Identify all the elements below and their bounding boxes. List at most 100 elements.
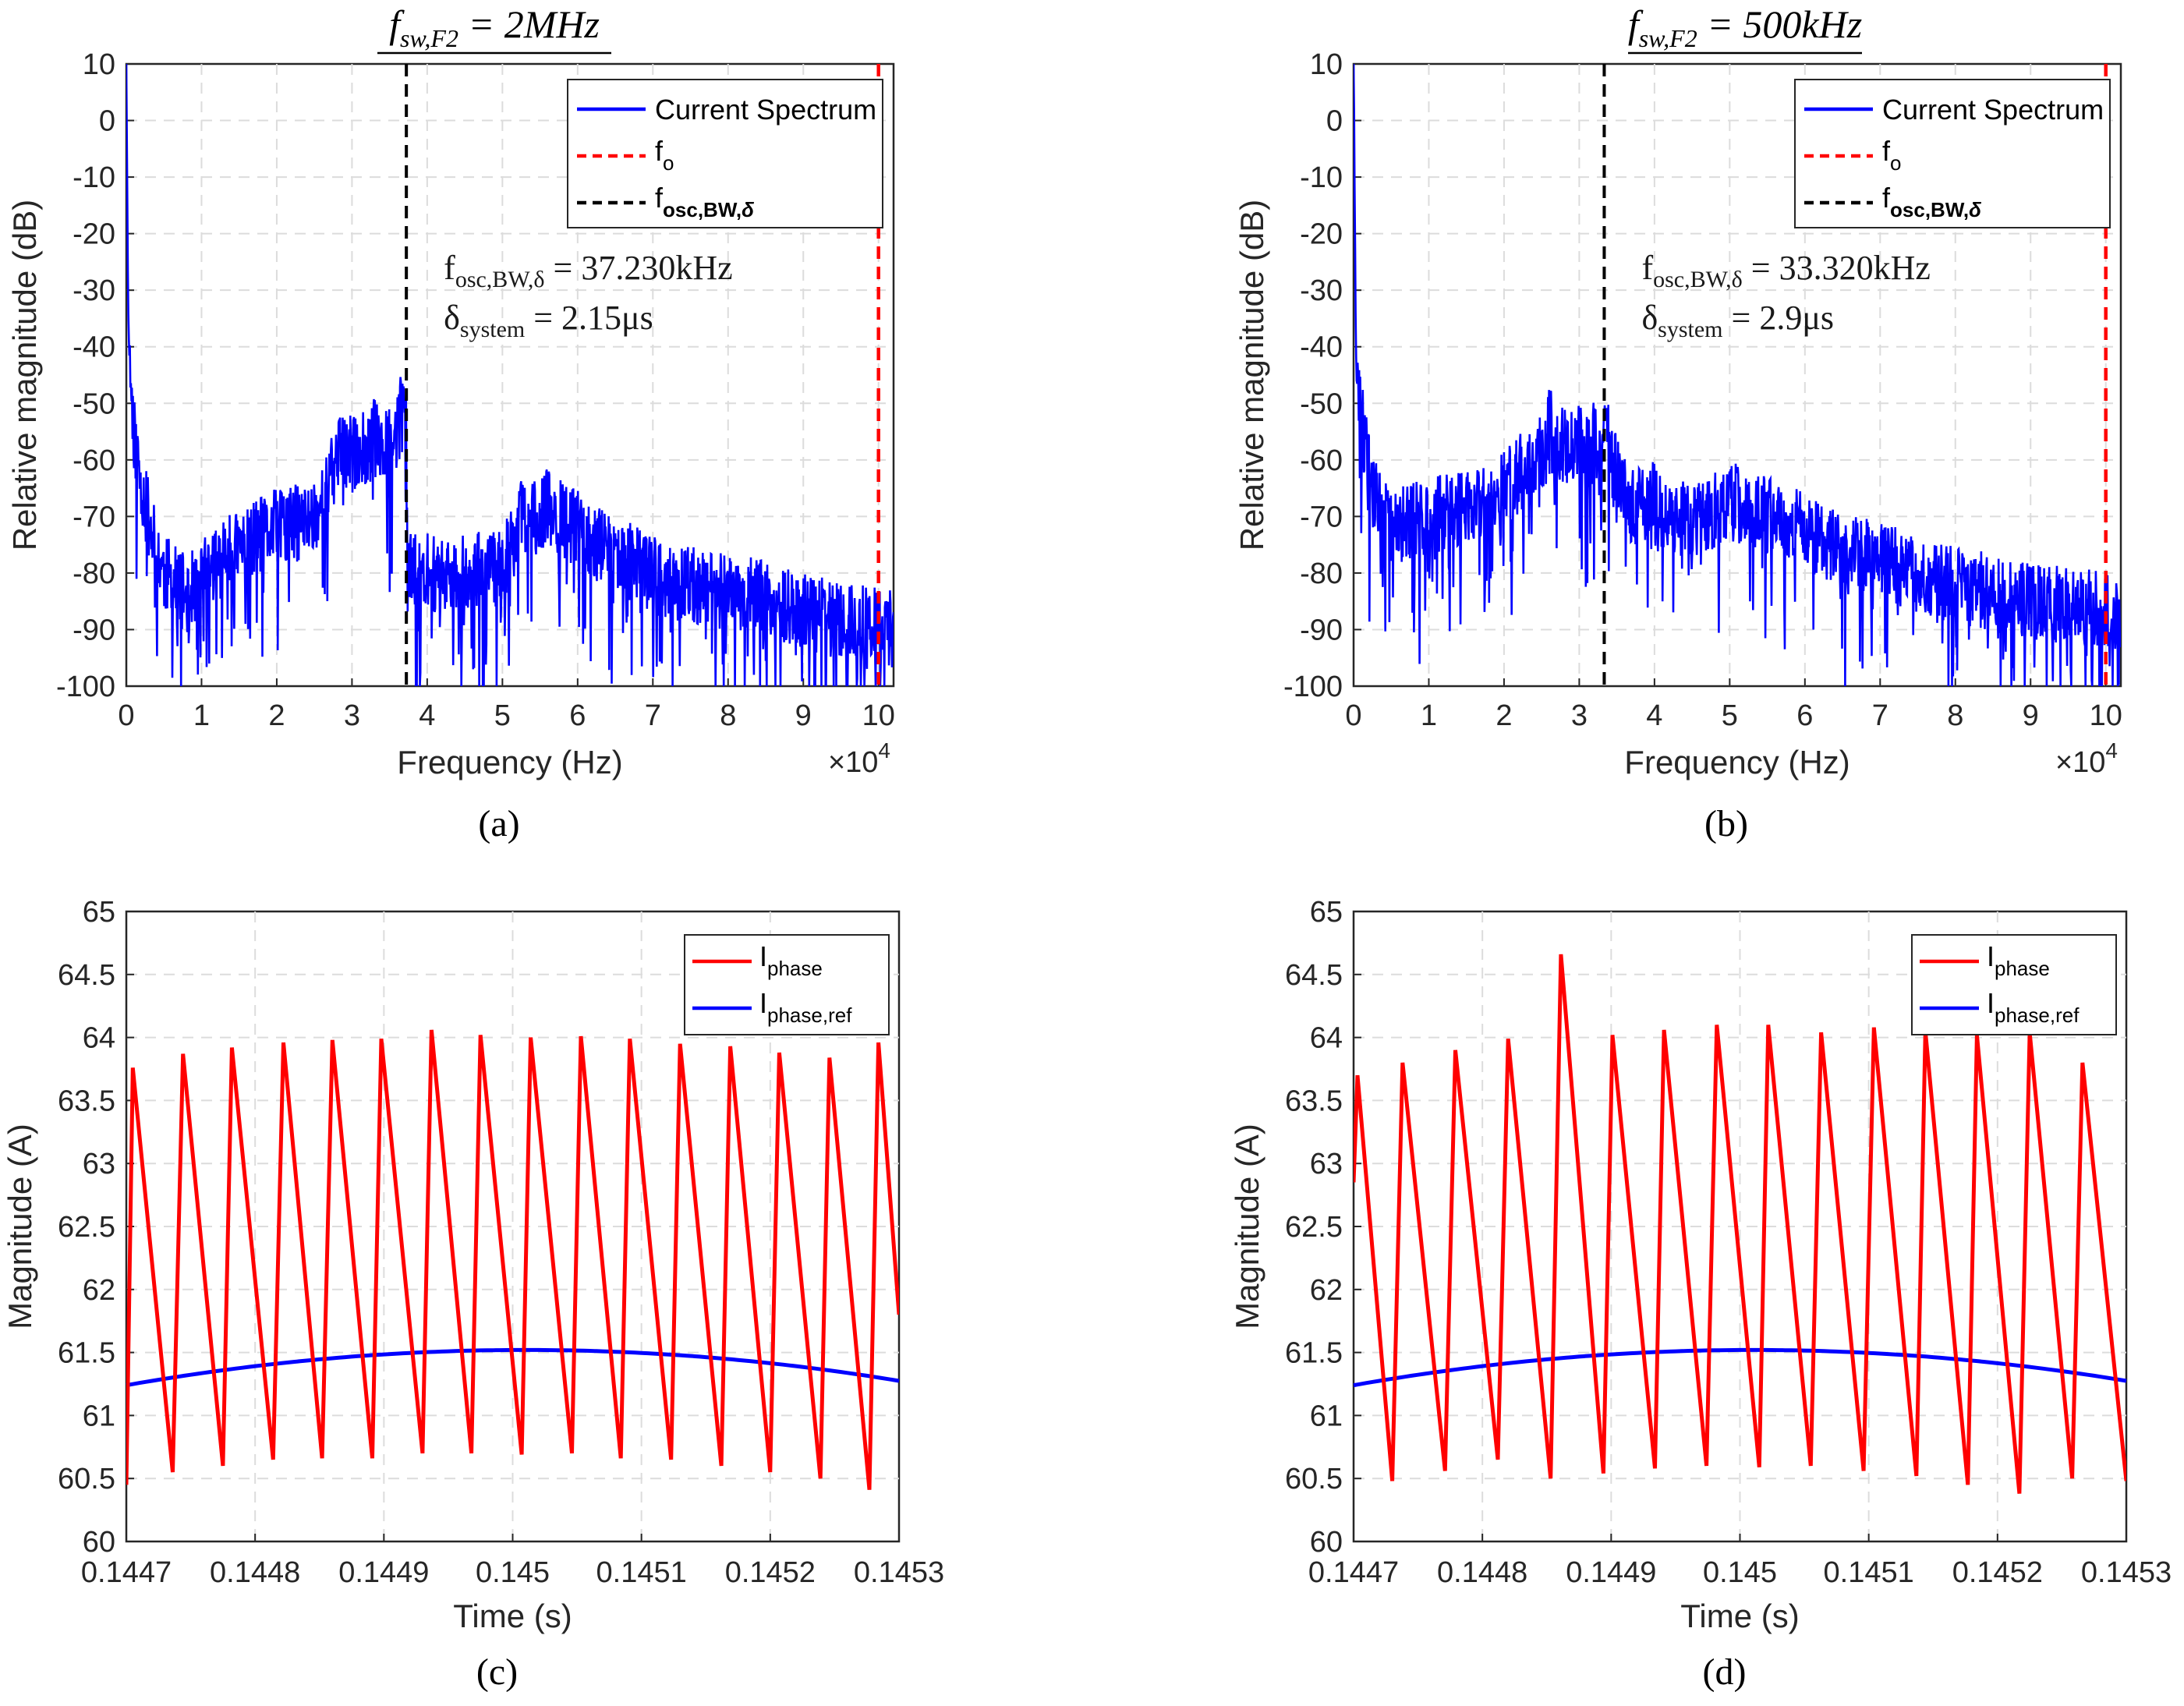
title-value: = 2MHz xyxy=(458,2,600,46)
x-tick-label: 9 xyxy=(795,699,812,732)
x-tick-label: 4 xyxy=(419,699,435,732)
x-tick-label: 0.1447 xyxy=(1308,1556,1399,1589)
chart-c: 0.1447 0.1448 0.1449 0.145 0.1451 0.1452 0.145… xyxy=(2,896,944,1693)
y-tick-label: -10 xyxy=(73,161,115,194)
x-tick-label: 5 xyxy=(494,699,511,732)
y-tick-label: -30 xyxy=(73,274,115,307)
legend-subscript: phase,ref xyxy=(767,1003,852,1027)
y-tick-label: -100 xyxy=(1283,671,1343,703)
legend-text: I xyxy=(759,940,767,972)
annotation-subscript: system xyxy=(1658,317,1722,342)
annotation-subscript: osc,BW,δ xyxy=(455,267,545,292)
annotation-delta: δsystem = 2.15μs xyxy=(444,299,653,342)
y-tick-label: -60 xyxy=(73,444,115,477)
spectrum-series-line xyxy=(1354,64,2121,686)
title-subscript: sw,F2 xyxy=(1639,24,1697,52)
legend-text: I xyxy=(1987,987,1995,1019)
legend-subscript: phase xyxy=(767,957,823,980)
x-tick-label: 6 xyxy=(569,699,586,732)
y-tick-label: 0 xyxy=(99,105,115,138)
x-tick-label: 5 xyxy=(1722,699,1738,732)
legend-label-spectrum: Current Spectrum xyxy=(655,94,876,126)
x-tick-label: 8 xyxy=(720,699,736,732)
legend-label-spectrum: Current Spectrum xyxy=(1882,94,2104,126)
y-tick-label: 62.5 xyxy=(1285,1211,1343,1244)
y-tick-label: 60.5 xyxy=(58,1463,115,1495)
annotation-text: f xyxy=(444,249,455,287)
y-tick-label: 61.5 xyxy=(1285,1337,1343,1370)
y-tick-label: 64 xyxy=(83,1022,115,1055)
x-tick-label: 10 xyxy=(862,699,895,732)
x-tick-label: 6 xyxy=(1796,699,1813,732)
x-tick-label: 3 xyxy=(344,699,360,732)
x-tick-label: 0.1451 xyxy=(1824,1556,1914,1589)
x-tick-label: 0 xyxy=(118,699,134,732)
y-tick-label: -60 xyxy=(1300,444,1343,477)
legend-label-fosc: fosc,BW,δ xyxy=(655,182,754,221)
x-tick-label: 0.1449 xyxy=(338,1556,429,1589)
x-tick-label: 0.1448 xyxy=(210,1556,300,1589)
y-tick-label: 63 xyxy=(1310,1148,1343,1180)
x-tick-label: 0 xyxy=(1345,699,1361,732)
chart-b: 0 1 2 3 4 5 6 7 8 9 10 10 0 -10 -20 -30 -40 -50 -60 -70 -80 -… xyxy=(1234,2,2122,844)
y-tick-label: -30 xyxy=(1300,274,1343,307)
legend-label-phase: Iphase xyxy=(1987,940,2050,980)
legend-text: Current Spectrum xyxy=(1882,94,2104,126)
y-tick-label: 64 xyxy=(1310,1022,1343,1055)
y-axis-label: Magnitude (A) xyxy=(2,1124,38,1329)
exponent-base: ×10 xyxy=(2055,746,2105,779)
x-tick-label: 7 xyxy=(1872,699,1888,732)
legend-box xyxy=(567,79,883,228)
y-tick-label: -70 xyxy=(73,501,115,533)
x-tick-label: 1 xyxy=(1421,699,1437,732)
y-tick-label: -90 xyxy=(1300,614,1343,646)
title-value: = 500kHz xyxy=(1697,2,1863,46)
legend-box xyxy=(1794,79,2111,228)
y-tick-label: -40 xyxy=(1300,331,1343,364)
annotation-fosc: fosc,BW,δ = 33.320kHz xyxy=(1641,249,1930,292)
annotation-text: δ xyxy=(444,299,460,337)
x-tick-label: 0.1453 xyxy=(2081,1556,2172,1589)
x-tick-label: 0.145 xyxy=(476,1556,550,1589)
legend-box xyxy=(684,934,890,1035)
x-tick-label: 7 xyxy=(645,699,661,732)
legend: Current Spectrum fo fosc,BW,δ xyxy=(567,79,883,228)
panel-caption: (d) xyxy=(1703,1651,1747,1693)
exponent-base: ×10 xyxy=(828,746,878,779)
x-axis-label: Frequency (Hz) xyxy=(397,744,622,780)
annotation-value: = 2.9μs xyxy=(1723,299,1835,337)
panel-caption: (a) xyxy=(478,803,519,844)
y-tick-label: -80 xyxy=(1300,557,1343,590)
x-tick-label: 0.1447 xyxy=(81,1556,172,1589)
x-tick-label: 8 xyxy=(1947,699,1963,732)
legend-text: Current Spectrum xyxy=(655,94,876,126)
legend-subscript: o xyxy=(663,151,674,175)
y-tick-label: 63.5 xyxy=(58,1085,115,1117)
x-tick-label: 0.1452 xyxy=(1952,1556,2043,1589)
legend-label-fo: fo xyxy=(1882,135,1901,175)
exponent-power: 4 xyxy=(878,738,890,763)
legend-label-fosc: fosc,BW,δ xyxy=(1882,182,1981,221)
legend-subscript: phase xyxy=(1995,957,2050,980)
legend-label-phase: Iphase xyxy=(759,940,823,980)
x-tick-label: 1 xyxy=(193,699,210,732)
y-tick-label: -80 xyxy=(73,557,115,590)
y-tick-label: -100 xyxy=(56,671,115,703)
y-tick-label: -10 xyxy=(1300,161,1343,194)
exponent-power: 4 xyxy=(2105,738,2118,763)
y-axis-label: Relative magnitude (dB) xyxy=(6,200,43,551)
y-tick-label: 60 xyxy=(1310,1526,1343,1559)
y-tick-label: -40 xyxy=(73,331,115,364)
y-axis-label: Magnitude (A) xyxy=(1229,1124,1265,1329)
legend-text: f xyxy=(655,182,664,214)
x-tick-label: 0.1453 xyxy=(854,1556,944,1589)
x-axis-label: Time (s) xyxy=(1680,1598,1799,1634)
legend-subscript: δ xyxy=(1969,198,1981,221)
legend-box xyxy=(1911,934,2117,1035)
legend-text: f xyxy=(1882,135,1891,167)
legend-label-ref: Iphase,ref xyxy=(1987,987,2080,1027)
y-tick-label: -50 xyxy=(1300,388,1343,420)
chart-title: fsw,F2 = 2MHz xyxy=(389,2,600,52)
y-tick-label: -50 xyxy=(73,388,115,420)
